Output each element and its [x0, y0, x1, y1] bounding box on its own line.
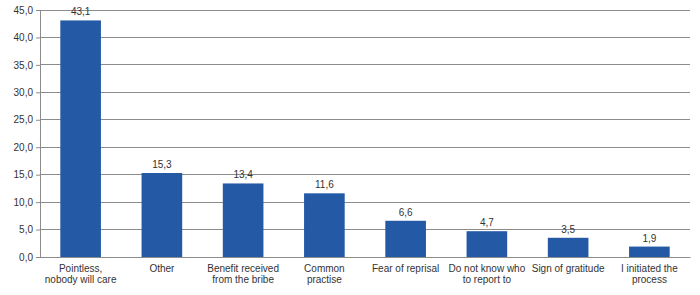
x-tick-label-line: process: [632, 274, 667, 285]
bar: [385, 221, 426, 257]
grid-line: [40, 147, 690, 148]
data-label: 3,5: [561, 224, 575, 235]
y-tick-mark: [36, 230, 40, 231]
y-tick-mark: [36, 202, 40, 203]
y-tick: 45,0: [14, 5, 40, 16]
x-tick: Other: [149, 257, 175, 274]
x-tick-label-line: from the bribe: [212, 274, 274, 285]
y-tick-mark: [36, 65, 40, 66]
data-label: 4,7: [480, 217, 494, 228]
y-tick: 20,0: [14, 142, 40, 153]
x-tick-label: Fear of reprisal: [372, 263, 439, 274]
y-axis-line: [40, 11, 41, 258]
chart-container: 0,0 5,0 10,0 15,0 20,0 25,0 30,0 35,0 40,0 45,0 Po…: [0, 0, 700, 295]
grid-line: [40, 37, 690, 38]
y-axis: 0,0 5,0 10,0 15,0 20,0 25,0 30,0 35,0 40,0 45,0: [14, 5, 41, 263]
y-tick: 35,0: [14, 60, 40, 71]
grid: [40, 10, 690, 257]
y-tick-mark: [36, 120, 40, 121]
y-tick-label: 35,0: [14, 60, 34, 71]
y-tick-mark: [36, 175, 40, 176]
grid-line: [40, 202, 690, 203]
bar: [223, 183, 264, 257]
x-tick-label-line: Pointless,: [59, 263, 102, 274]
bar: [548, 238, 589, 257]
grid-line: [40, 174, 690, 175]
y-tick-mark: [36, 10, 40, 11]
y-tick-label: 5,0: [19, 224, 33, 235]
grid-line: [40, 64, 690, 65]
y-tick-label: 15,0: [14, 169, 34, 180]
y-tick-label: 30,0: [14, 87, 34, 98]
y-tick-label: 45,0: [14, 5, 34, 16]
x-tick: Sign of gratitude: [532, 257, 605, 274]
x-tick: I initiated theprocess: [621, 257, 678, 285]
y-tick: 0,0: [19, 252, 40, 263]
y-tick: 40,0: [14, 32, 40, 43]
x-tick: Do not know whoto report to: [449, 257, 526, 285]
x-tick-label-line: Benefit received: [207, 263, 279, 274]
x-tick-label-line: practise: [307, 274, 342, 285]
x-tick-label-line: Common: [304, 263, 345, 274]
y-tick-label: 25,0: [14, 114, 34, 125]
x-tick-label: Sign of gratitude: [532, 263, 605, 274]
y-tick-label: 40,0: [14, 32, 34, 43]
y-tick: 15,0: [14, 169, 40, 180]
x-tick-label: I initiated theprocess: [621, 263, 678, 285]
data-label: 1,9: [642, 233, 656, 244]
x-tick: Benefit receivedfrom the bribe: [207, 257, 279, 285]
y-tick: 30,0: [14, 87, 40, 98]
x-tick-label: Do not know whoto report to: [449, 263, 526, 285]
y-tick-label: 10,0: [14, 197, 34, 208]
x-axis-line: [41, 257, 691, 258]
x-tick: Commonpractise: [304, 257, 345, 285]
y-tick-mark: [36, 37, 40, 38]
x-tick-label: Commonpractise: [304, 263, 345, 285]
y-tick-mark: [36, 92, 40, 93]
y-tick-label: 20,0: [14, 142, 34, 153]
y-tick: 10,0: [14, 197, 40, 208]
x-tick-label: Other: [149, 263, 175, 274]
bar: [467, 231, 508, 257]
grid-line: [40, 92, 690, 93]
data-label: 6,6: [399, 207, 413, 218]
y-tick: 25,0: [14, 114, 40, 125]
data-labels: 43,1 15,3 13,4 11,6 6,6 4,7 3,5 1,9: [71, 6, 657, 243]
y-tick-mark: [36, 257, 40, 258]
x-tick-label-line: Fear of reprisal: [372, 263, 439, 274]
x-tick: Fear of reprisal: [372, 257, 439, 274]
x-tick: Pointless,nobody will care: [45, 257, 117, 285]
x-tick-label: Pointless,nobody will care: [45, 263, 117, 285]
x-tick-label-line: I initiated the: [621, 263, 678, 274]
x-tick-label-line: nobody will care: [45, 274, 117, 285]
x-tick-label-line: Other: [149, 263, 175, 274]
y-tick-mark: [36, 147, 40, 148]
grid-line: [40, 257, 690, 258]
x-tick-label-line: to report to: [463, 274, 512, 285]
bars: [60, 20, 669, 257]
bar: [142, 173, 183, 257]
bar: [629, 247, 670, 257]
grid-line: [40, 229, 690, 230]
x-axis: Pointless,nobody will care Other Benefit r…: [41, 257, 691, 285]
plot: 0,0 5,0 10,0 15,0 20,0 25,0 30,0 35,0 40,0 45,0 Po…: [14, 5, 691, 285]
bar: [304, 193, 345, 257]
y-tick-label: 0,0: [19, 252, 33, 263]
data-label: 11,6: [315, 179, 334, 190]
data-label: 43,1: [71, 6, 91, 17]
x-tick-label-line: Sign of gratitude: [532, 263, 605, 274]
x-tick-label-line: Do not know who: [449, 263, 526, 274]
chart-svg: 0,0 5,0 10,0 15,0 20,0 25,0 30,0 35,0 40,0 45,0 Po…: [0, 0, 700, 295]
y-tick: 5,0: [19, 224, 40, 235]
data-label: 13,4: [233, 169, 253, 180]
grid-line: [40, 10, 690, 11]
bar: [60, 20, 101, 257]
x-tick-label: Benefit receivedfrom the bribe: [207, 263, 279, 285]
data-label: 15,3: [152, 159, 172, 170]
grid-line: [40, 119, 690, 120]
